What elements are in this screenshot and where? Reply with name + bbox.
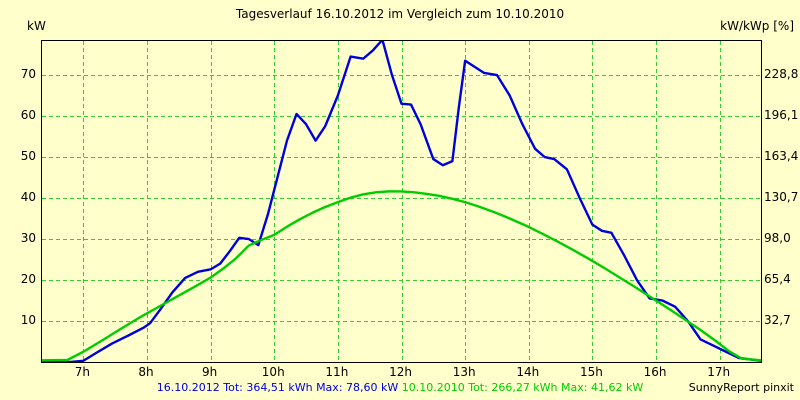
chart-legend: 16.10.2012 Tot: 364,51 kWh Max: 78,60 kW…	[0, 381, 800, 394]
x-axis-tick-label: 13h	[452, 365, 476, 379]
y2-axis-tick-label: 65,4	[764, 272, 791, 286]
y2-axis-tick-label: 228,8	[764, 67, 799, 82]
y2-axis-tick-label: 32,7	[764, 313, 791, 327]
x-axis-tick-label: 8h	[138, 365, 154, 379]
data-series-layer	[42, 41, 761, 362]
y2-axis-tick-label: 130,7	[764, 190, 799, 204]
y-axis-tick-label: 50	[20, 149, 36, 164]
y2-axis-tick-label: 163,4	[764, 149, 799, 164]
x-axis-tick-label: 10h	[261, 365, 285, 379]
series-line-a	[42, 41, 761, 362]
footer-credit: SunnyReport pinxit	[688, 381, 794, 394]
x-axis-tick-label: 12h	[389, 365, 412, 379]
left-axis-unit-label: kW	[27, 19, 46, 33]
x-axis-tick-label: 15h	[579, 365, 603, 379]
right-axis-unit-label: kW/kWp [%]	[720, 19, 794, 33]
gridlines	[42, 41, 761, 362]
y-axis-tick-label: 30	[20, 231, 36, 245]
plot-area	[41, 40, 762, 363]
legend-entry-series-b: 10.10.2010 Tot: 266,27 kWh Max: 41,62 kW	[401, 381, 644, 394]
y2-axis-tick-label: 98,0	[764, 231, 791, 245]
y-axis-tick-label: 20	[20, 272, 36, 286]
x-axis-tick-label: 7h	[74, 365, 90, 379]
y2-axis-tick-label: 196,1	[764, 108, 799, 123]
y-axis-tick-label: 40	[20, 190, 36, 204]
x-axis-tick-label: 11h	[325, 365, 349, 379]
legend-entry-series-a: 16.10.2012 Tot: 364,51 kWh Max: 78,60 kW	[156, 381, 399, 394]
x-axis-tick-label: 16h	[643, 365, 667, 379]
x-axis-tick-label: 9h	[201, 365, 218, 379]
y-axis-tick-label: 60	[20, 108, 36, 123]
chart-title: Tagesverlauf 16.10.2012 im Vergleich zum…	[235, 7, 565, 21]
x-axis-tick-label: 14h	[516, 365, 540, 379]
series-line-b	[42, 190, 761, 362]
y-axis-tick-label: 10	[20, 313, 36, 327]
chart-canvas	[42, 41, 761, 362]
x-axis-tick-label: 17h	[707, 365, 731, 379]
y-axis-tick-label: 70	[20, 67, 36, 82]
